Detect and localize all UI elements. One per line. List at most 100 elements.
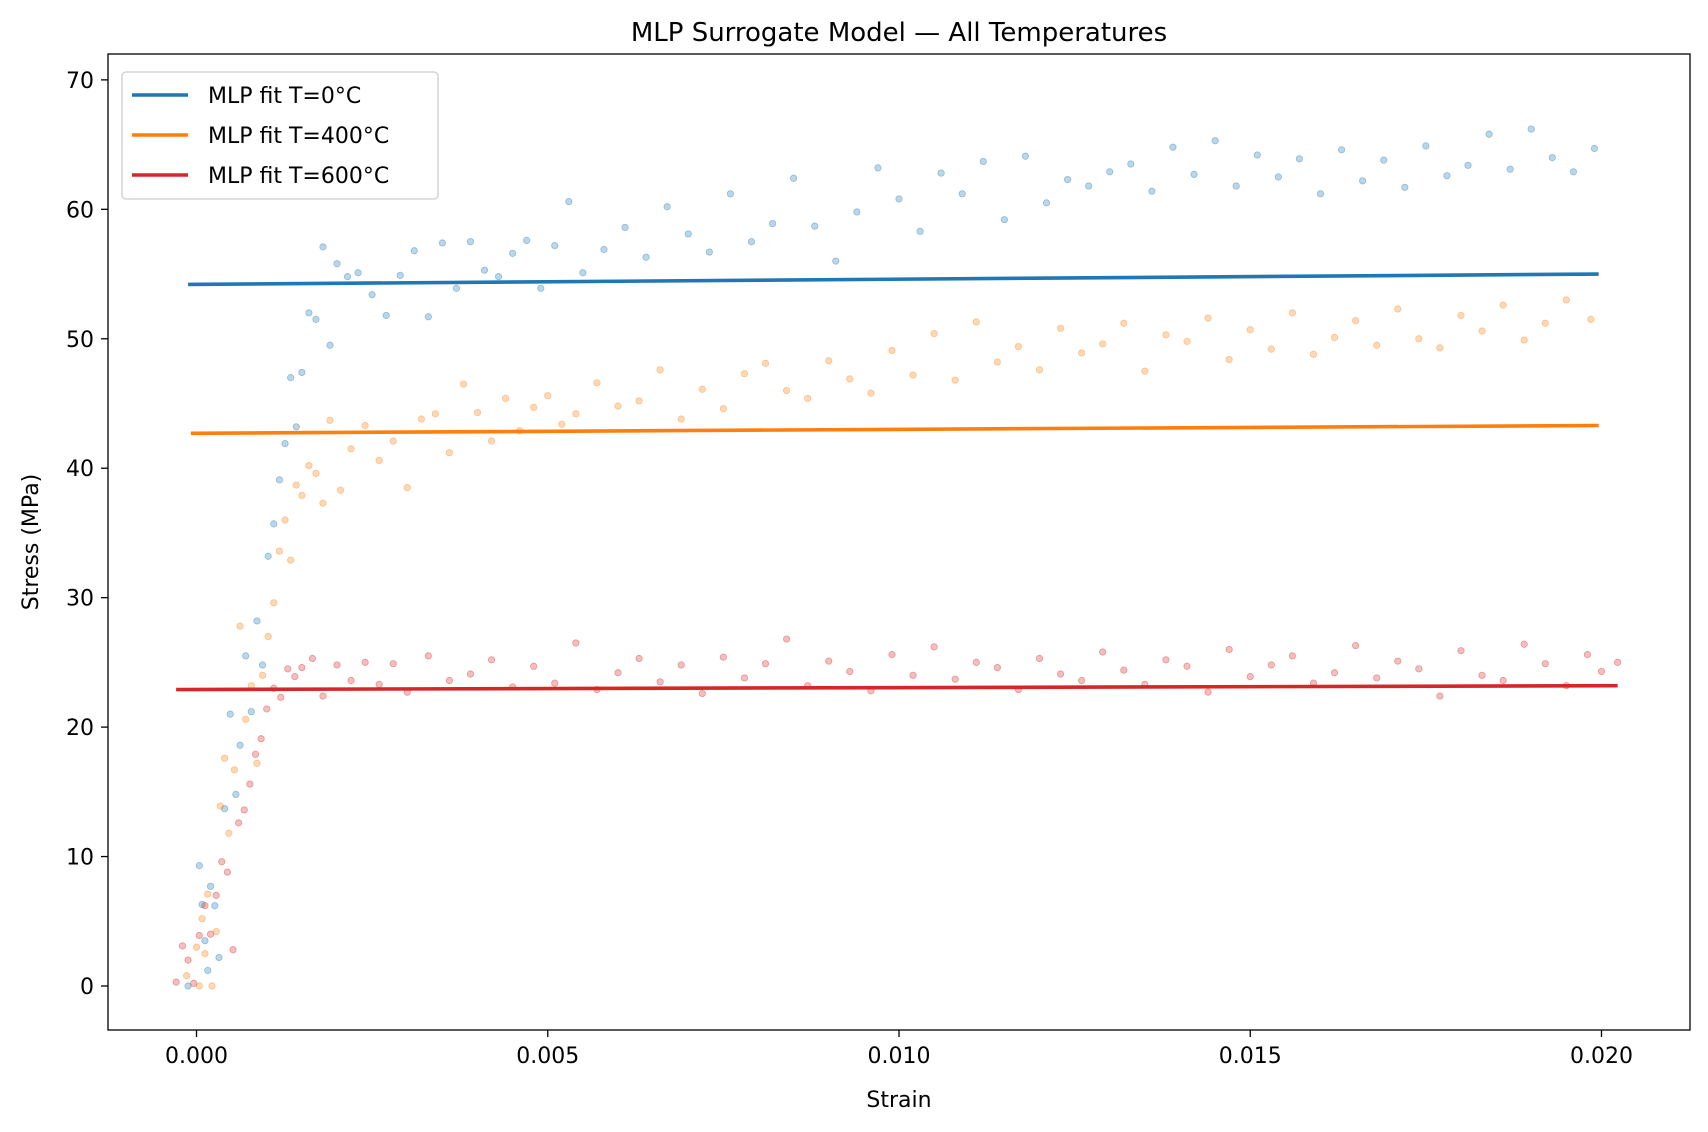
scatter-point-0-17: [270, 520, 278, 528]
scatter-point-1-7: [212, 928, 220, 936]
scatter-point-1-43: [544, 392, 552, 400]
scatter-point-1-36: [445, 449, 454, 457]
scatter-point-1-78: [1267, 345, 1275, 353]
scatter-point-0-52: [726, 190, 735, 198]
scatter-point-2-36: [551, 679, 559, 687]
scatter-point-1-59: [867, 389, 875, 397]
scatter-point-1-84: [1394, 305, 1402, 313]
scatter-point-0-21: [292, 423, 300, 431]
scatter-point-2-37: [572, 639, 580, 647]
scatter-point-0-1: [195, 862, 203, 870]
scatter-point-1-6: [208, 982, 216, 990]
scatter-point-2-35: [530, 662, 538, 670]
scatter-point-0-11: [236, 741, 244, 749]
scatter-point-1-76: [1225, 355, 1233, 364]
scatter-point-2-50: [846, 667, 854, 676]
scatter-point-0-87: [1464, 161, 1472, 169]
scatter-point-1-57: [825, 357, 833, 365]
scatter-point-1-34: [417, 415, 425, 423]
scatter-point-1-83: [1373, 341, 1381, 349]
scatter-point-1-44: [558, 420, 566, 428]
scatter-point-1-52: [719, 405, 727, 413]
y-tick-label-6: 60: [66, 198, 94, 223]
scatter-point-1-63: [951, 376, 959, 384]
scatter-point-2-78: [1436, 692, 1444, 700]
scatter-point-0-7: [215, 953, 223, 962]
scatter-point-1-73: [1162, 331, 1170, 339]
scatter-point-2-73: [1330, 669, 1339, 677]
scatter-point-2-25: [347, 676, 355, 685]
scatter-point-0-63: [958, 190, 966, 198]
scatter-point-1-90: [1520, 336, 1528, 344]
scatter-point-0-49: [663, 203, 671, 211]
scatter-point-1-46: [593, 379, 601, 387]
y-tick-label-4: 40: [66, 457, 94, 482]
scatter-point-2-9: [223, 868, 232, 876]
scatter-point-0-58: [853, 208, 861, 216]
scatter-point-1-54: [761, 359, 770, 367]
scatter-point-1-40: [502, 394, 510, 402]
scatter-point-1-26: [319, 499, 327, 507]
scatter-layer: [172, 125, 1622, 990]
scatter-point-1-37: [459, 380, 468, 388]
scatter-point-1-88: [1478, 327, 1486, 335]
y-axis: 0 10 20 30 40 50 60 70: [66, 69, 108, 1000]
scatter-point-0-35: [438, 239, 446, 247]
scatter-point-0-74: [1190, 170, 1198, 178]
scatter-point-0-72: [1148, 187, 1156, 195]
scatter-point-2-80: [1478, 671, 1486, 679]
scatter-point-0-6: [211, 902, 219, 910]
scatter-point-1-24: [305, 462, 313, 470]
scatter-point-0-31: [382, 311, 390, 320]
scatter-point-0-10: [232, 790, 240, 799]
scatter-point-1-15: [253, 759, 261, 767]
scatter-point-1-77: [1246, 326, 1254, 334]
scatter-point-2-4: [195, 931, 203, 940]
legend-box: [121, 71, 439, 200]
scatter-point-2-45: [740, 674, 749, 682]
scatter-point-1-39: [487, 437, 496, 445]
scatter-point-1-27: [326, 416, 334, 424]
scatter-point-0-65: [1000, 216, 1008, 224]
scatter-point-2-20: [291, 673, 299, 681]
scatter-point-0-8: [221, 805, 229, 813]
scatter-point-1-51: [698, 385, 706, 393]
scatter-point-1-82: [1352, 317, 1360, 325]
scatter-point-1-87: [1457, 311, 1465, 320]
series-line-2: [176, 683, 1618, 692]
scatter-point-0-27: [333, 260, 341, 268]
scatter-point-2-53: [909, 671, 917, 679]
scatter-point-2-66: [1183, 662, 1191, 670]
series-line-1: [190, 423, 1599, 436]
series-line-0: [188, 272, 1599, 287]
scatter-point-1-3: [198, 915, 206, 923]
scatter-point-2-87: [1614, 658, 1622, 666]
scatter-point-0-76: [1232, 182, 1240, 190]
scatter-point-1-17: [264, 632, 272, 641]
scatter-point-0-25: [319, 243, 327, 251]
scatter-point-1-12: [236, 622, 244, 630]
line-layer: [176, 272, 1618, 692]
scatter-point-1-20: [281, 516, 289, 524]
scatter-point-0-28: [343, 273, 352, 281]
scatter-point-2-41: [656, 678, 664, 686]
scatter-point-1-21: [287, 556, 295, 564]
scatter-point-1-35: [431, 410, 439, 418]
scatter-point-1-80: [1309, 350, 1318, 358]
scatter-point-2-76: [1394, 657, 1402, 665]
scatter-point-2-31: [445, 676, 454, 685]
x-tick-label-0: 0.000: [165, 1044, 228, 1069]
scatter-point-2-63: [1120, 666, 1128, 674]
scatter-point-1-67: [1035, 366, 1044, 374]
scatter-point-0-66: [1021, 152, 1030, 160]
scatter-point-2-40: [635, 654, 643, 663]
scatter-point-1-92: [1562, 296, 1570, 304]
scatter-point-0-16: [264, 552, 272, 560]
scatter-point-0-32: [396, 271, 404, 279]
scatter-point-0-53: [747, 238, 756, 246]
scatter-point-2-70: [1267, 661, 1275, 669]
scatter-point-0-93: [1590, 144, 1599, 153]
scatter-point-1-13: [242, 715, 250, 723]
scatter-point-0-91: [1548, 153, 1556, 162]
scatter-point-0-3: [201, 937, 209, 945]
